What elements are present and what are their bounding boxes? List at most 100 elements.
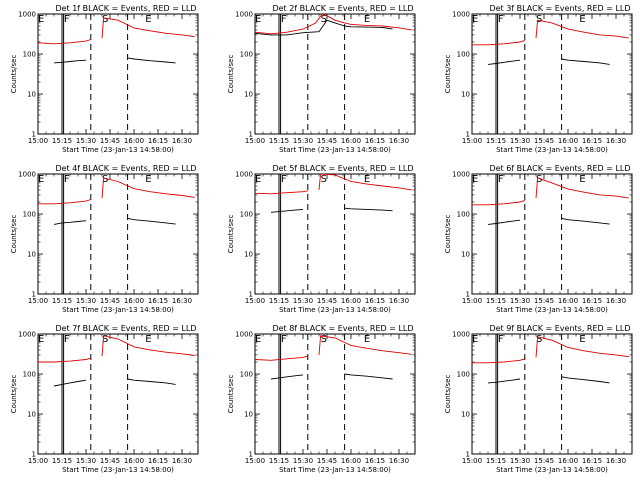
y-axis-label: Counts/sec (10, 55, 18, 94)
x-tick-label: 15:45 (100, 137, 120, 145)
panel-title: Det 3f BLACK = Events, RED = LLD (489, 4, 630, 13)
x-tick-label: 16:15 (365, 137, 385, 145)
marker-label: F (281, 334, 287, 345)
x-tick-label: 16:15 (365, 457, 385, 465)
events-series-line (345, 374, 393, 379)
panel-title: Det 6f BLACK = Events, RED = LLD (489, 164, 630, 173)
x-tick-label: 15:30 (76, 457, 96, 465)
marker-label: E (472, 174, 478, 185)
x-tick-label: 15:45 (317, 137, 337, 145)
x-tick-label: 15:00 (462, 457, 482, 465)
x-tick-label: 16:30 (606, 457, 626, 465)
events-series-line (54, 380, 86, 386)
marker-label: E (38, 174, 44, 185)
panel-title: Det 8f BLACK = Events, RED = LLD (272, 324, 413, 333)
marker-label: F (281, 14, 287, 25)
panel-det-5: Det 5f BLACK = Events, RED = LLD 1 10 100 10… (227, 164, 415, 314)
x-axis-label: Start Time (23-Jan-13 14:58:00) (279, 146, 391, 154)
y-axis-label: Counts/sec (444, 55, 452, 94)
events-series-line (562, 218, 610, 224)
y-tick-label: 10 (244, 251, 253, 259)
lld-series-line (255, 14, 345, 34)
marker-label: S (321, 174, 327, 185)
x-tick-label: 16:00 (124, 297, 144, 305)
y-tick-label: 100 (23, 371, 36, 379)
y-tick-label: 10 (461, 91, 470, 99)
y-tick-label: 10 (244, 411, 253, 419)
y-tick-label: 10 (27, 411, 36, 419)
y-tick-label: 100 (240, 211, 253, 219)
x-tick-label: 16:30 (389, 137, 409, 145)
x-axis-label: Start Time (23-Jan-13 14:58:00) (62, 466, 174, 474)
x-tick-label: 15:45 (100, 457, 120, 465)
events-series-line (271, 209, 303, 212)
x-tick-label: 16:30 (606, 297, 626, 305)
panel-det-3: Det 3f BLACK = Events, RED = LLD 1 10 100 10… (444, 4, 632, 154)
marker-label: E (38, 334, 44, 345)
marker-label: E (145, 174, 151, 185)
panel-title: Det 2f BLACK = Events, RED = LLD (272, 4, 413, 13)
marker-label: F (64, 14, 70, 25)
panel-title: Det 5f BLACK = Events, RED = LLD (272, 164, 413, 173)
x-tick-label: 16:30 (172, 297, 192, 305)
panel-title: Det 7f BLACK = Events, RED = LLD (55, 324, 196, 333)
x-tick-label: 16:30 (172, 457, 192, 465)
y-axis-label: Counts/sec (227, 375, 235, 414)
x-tick-label: 16:15 (582, 137, 602, 145)
marker-label: E (364, 334, 370, 345)
x-tick-label: 15:00 (245, 457, 265, 465)
y-tick-label: 100 (23, 51, 36, 59)
y-tick-label: 100 (240, 51, 253, 59)
events-series-line (562, 377, 610, 383)
x-tick-label: 16:15 (582, 457, 602, 465)
x-tick-label: 15:30 (293, 457, 313, 465)
events-series-line (345, 208, 393, 211)
y-axis-label: Counts/sec (227, 55, 235, 94)
x-tick-label: 16:30 (172, 137, 192, 145)
x-tick-label: 15:00 (462, 137, 482, 145)
x-tick-label: 16:15 (148, 457, 168, 465)
x-tick-label: 16:30 (389, 297, 409, 305)
x-tick-label: 15:45 (534, 297, 554, 305)
lld-series-line (255, 356, 308, 360)
marker-label: F (64, 174, 70, 185)
x-tick-label: 15:30 (510, 137, 530, 145)
x-tick-label: 15:00 (245, 297, 265, 305)
events-series-line (128, 218, 176, 224)
y-tick-label: 1000 (18, 331, 36, 339)
lld-series-line (472, 359, 525, 363)
x-axis-label: Start Time (23-Jan-13 14:58:00) (496, 466, 608, 474)
x-tick-label: 15:30 (510, 297, 530, 305)
y-axis-label: Counts/sec (444, 375, 452, 414)
marker-label: E (472, 14, 478, 25)
x-tick-label: 16:00 (124, 457, 144, 465)
y-tick-label: 100 (457, 371, 470, 379)
marker-label: F (281, 174, 287, 185)
x-tick-label: 15:00 (28, 297, 48, 305)
y-tick-label: 10 (244, 91, 253, 99)
panel-det-6: Det 6f BLACK = Events, RED = LLD 1 10 100 10… (444, 164, 632, 314)
x-tick-label: 16:15 (148, 297, 168, 305)
y-tick-label: 1000 (452, 171, 470, 179)
panel-det-2: Det 2f BLACK = Events, RED = LLD11010010… (227, 4, 415, 154)
x-tick-label: 15:15 (52, 297, 72, 305)
y-tick-label: 10 (27, 91, 36, 99)
lld-series-line (472, 200, 525, 205)
panel-title: Det 9f BLACK = Events, RED = LLD (489, 324, 630, 333)
y-tick-label: 100 (23, 211, 36, 219)
y-tick-label: 1000 (18, 11, 36, 19)
y-tick-label: 100 (457, 211, 470, 219)
x-tick-label: 15:45 (534, 137, 554, 145)
panel-det-7: Det 7f BLACK = Events, RED = LLD 1 10 100 10… (10, 324, 198, 474)
lld-series-line (255, 191, 308, 194)
lld-series-line (38, 358, 91, 362)
marker-label: E (472, 334, 478, 345)
x-axis-label: Start Time (23-Jan-13 14:58:00) (62, 146, 174, 154)
panel-det-4: Det 4f BLACK = Events, RED = LLD11010010… (10, 164, 198, 314)
marker-label: E (255, 14, 261, 25)
y-axis-label: Counts/sec (10, 215, 18, 254)
y-axis-label: Counts/sec (227, 215, 235, 254)
panel-title: Det 1f BLACK = Events, RED = LLD (55, 4, 196, 13)
x-tick-label: 15:00 (245, 137, 265, 145)
y-tick-label: 100 (457, 51, 470, 59)
